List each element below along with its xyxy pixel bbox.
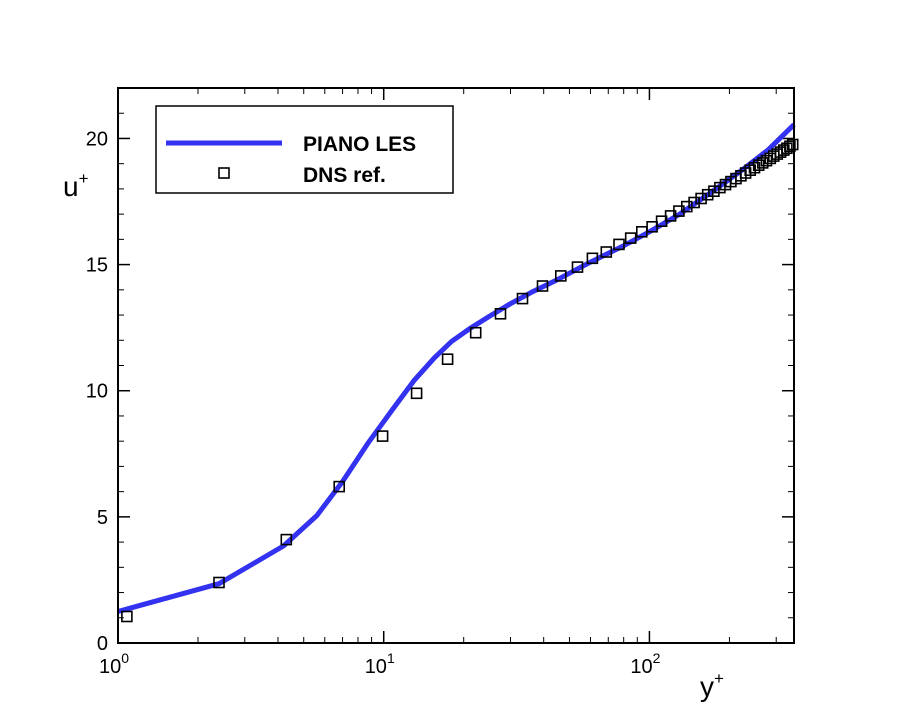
x-axis-title-base: y (700, 671, 714, 702)
y-tick-label: 20 (86, 128, 108, 150)
y-tick-label: 0 (97, 633, 108, 655)
dns-marker (708, 185, 720, 197)
dns-marker (469, 326, 482, 339)
y-axis-title: u+ (63, 169, 89, 202)
legend-box (155, 105, 454, 194)
dns-marker (121, 610, 133, 623)
dns-marker (494, 307, 507, 320)
dns-marker (213, 576, 225, 589)
y-tick-label: 15 (86, 255, 108, 277)
dns-marker (376, 430, 389, 442)
dns-marker (441, 353, 454, 366)
legend-marker-swatch (218, 167, 230, 179)
dns-marker (571, 261, 584, 273)
dns-marker (613, 238, 625, 251)
dns-marker (536, 280, 549, 292)
dns-marker (516, 292, 529, 305)
plot-frame (117, 87, 795, 644)
y-tick-label: 10 (86, 381, 108, 403)
dns-marker (767, 150, 780, 162)
dns-marker (333, 480, 346, 493)
dns-marker (688, 196, 700, 209)
x-tick-label: 100 (99, 650, 129, 678)
y-tick-label: 5 (97, 507, 108, 529)
dns-marker (554, 270, 567, 282)
dns-marker (695, 192, 707, 205)
legend-label-dns-ref: DNS ref. (303, 164, 386, 187)
dns-marker (410, 387, 423, 400)
dns-marker (586, 252, 599, 265)
dns-marker (701, 188, 714, 201)
legend: PIANO LES DNS ref. (155, 105, 454, 194)
dns-marker (771, 148, 784, 160)
dns-marker (774, 146, 787, 158)
tick-labels: 0 5 10 15 20 100 101 102 (86, 128, 661, 678)
x-tick-label: 102 (630, 650, 660, 678)
dns-marker (600, 246, 613, 258)
x-axis-title: y+ (700, 669, 724, 702)
y-axis-title-sup: + (79, 169, 89, 188)
x-axis-title-sup: + (714, 669, 724, 688)
legend-label-piano-les: PIANO LES (303, 133, 416, 156)
y-axis-title-base: u (63, 171, 79, 202)
plot-series (117, 122, 799, 623)
dns-marker (786, 138, 799, 151)
dns-marker (280, 533, 293, 546)
dns-marker (680, 200, 693, 213)
dns-marker (624, 232, 637, 244)
x-tick-label: 101 (365, 650, 395, 678)
